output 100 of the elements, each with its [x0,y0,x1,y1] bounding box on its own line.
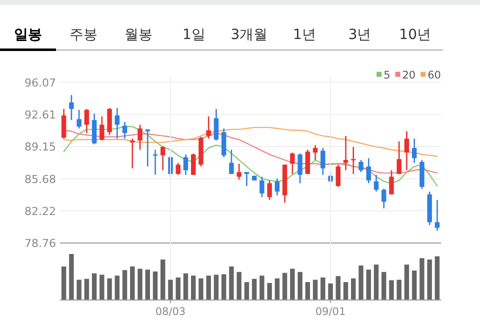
bar [351,278,356,300]
candlestick [138,124,142,150]
bar [267,282,272,300]
candlestick [358,159,364,173]
bar [145,270,150,300]
bar [274,278,280,300]
candlestick [107,107,112,136]
candlestick [305,149,310,175]
bar [176,277,180,300]
bar [312,280,318,300]
candlestick [130,138,135,170]
candlestick [214,108,219,142]
bar [61,266,66,300]
candlestick [100,116,104,142]
candlestick [312,144,318,161]
text: 10년 [399,27,432,43]
bar [183,273,188,300]
candlestick [434,199,440,232]
bar [320,277,326,300]
legend-label: 60 [428,69,441,82]
bar [336,276,340,300]
candlestick [412,138,417,164]
bar [412,270,417,300]
bar [236,272,242,300]
candlestick [190,152,196,176]
bar [343,282,348,300]
bar [214,274,219,300]
text: 3년 [348,27,372,43]
bar [168,280,173,300]
candlestick [396,140,402,175]
bar [198,278,204,300]
bar [282,272,288,300]
candlestick [267,180,272,201]
bar [138,268,142,300]
y-tick-label: 78.76 [24,237,56,250]
candlestick [298,152,302,184]
bar [404,264,410,300]
bar [114,276,120,300]
bar [381,272,386,300]
y-tick-label: 82.22 [24,204,56,218]
bar [305,282,310,300]
bar [229,266,234,300]
bar [298,272,302,300]
bar [260,276,264,300]
bar [252,278,257,300]
candlestick [381,188,386,209]
candlestick [221,128,226,158]
bar [84,278,90,300]
bar [130,266,135,300]
candlestick [336,164,340,188]
bar [244,282,250,300]
candlestick [366,157,371,184]
bar [69,254,74,300]
text: 1년 [293,27,316,43]
candlestick [206,116,211,140]
bar [328,283,333,300]
candlestick [183,154,188,176]
candlestick [76,109,82,130]
bar [122,270,128,300]
bar [420,258,424,300]
bar [76,280,82,300]
candlestick [343,135,348,171]
text: 주봉 [69,27,98,43]
bar [221,274,226,300]
legend-label: 20 [402,69,416,82]
candlestick [351,146,356,175]
bar [434,256,440,300]
bar [206,276,211,300]
y-tick-label: 92.61 [24,108,56,122]
candlestick [229,149,234,175]
bar [389,280,394,300]
y-tick-label: 89.15 [24,140,56,154]
bar [160,260,166,300]
bar [100,274,104,300]
bar [358,266,364,300]
bar [152,271,158,300]
text: 월봉 [124,27,153,43]
candlestick [61,108,66,140]
bar [290,268,295,300]
candlestick [404,130,410,171]
candlestick [260,176,264,198]
bar [427,260,432,300]
candlestick [122,121,128,140]
bar [374,264,379,300]
candlestick [290,152,295,175]
bar [107,278,112,300]
candlestick [389,170,394,196]
text: 일봉 [14,27,42,43]
candlestick [69,94,74,121]
y-tick-label: 96.07 [24,76,56,90]
candlestick [320,147,326,176]
candlestick [84,108,90,134]
text: 1일 [182,27,206,43]
y-tick-label: 85.68 [24,172,56,186]
bar [92,273,97,300]
x-tick-label: 09/01 [315,306,346,318]
legend-label: 5 [384,69,390,82]
candlestick [176,162,180,176]
candlestick [114,107,120,140]
candlestick [274,178,280,196]
